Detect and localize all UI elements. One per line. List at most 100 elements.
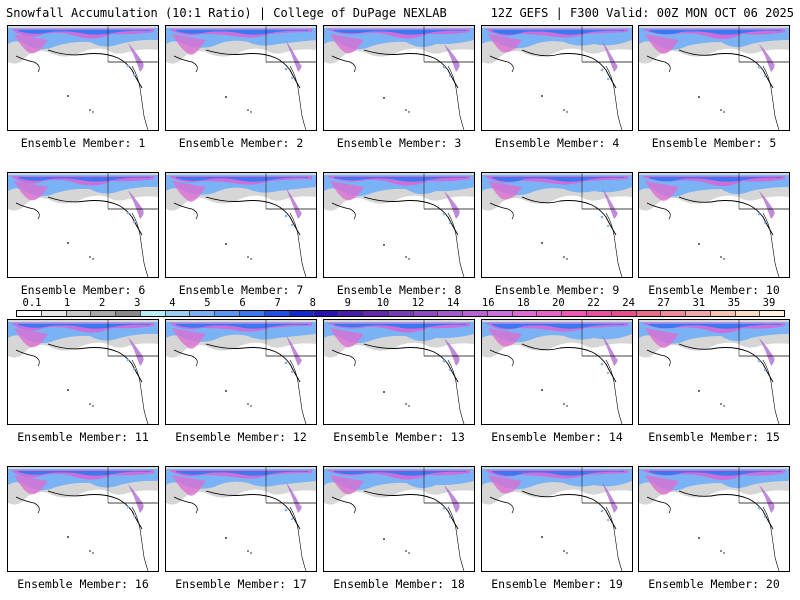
ensemble-map-panel — [638, 466, 790, 572]
ensemble-map-panel — [323, 25, 475, 131]
colorbar-swatch — [190, 311, 216, 316]
ensemble-map-panel — [481, 25, 633, 131]
colorbar-tick-label: 4 — [169, 297, 176, 309]
ensemble-member-label: Ensemble Member: 5 — [651, 136, 777, 150]
colorbar-swatch — [438, 311, 464, 316]
ensemble-map-panel — [638, 319, 790, 425]
ensemble-member-label: Ensemble Member: 4 — [494, 136, 620, 150]
map-image — [639, 173, 789, 277]
colorbar-tick-label: 0.1 — [22, 297, 42, 309]
colorbar-tick-label: 2 — [99, 297, 106, 309]
map-image — [324, 26, 474, 130]
colorbar-swatch — [140, 311, 166, 316]
map-image — [166, 26, 316, 130]
colorbar-swatch — [562, 311, 587, 316]
colorbar-tick-label: 12 — [411, 297, 425, 309]
colorbar-swatch — [17, 311, 42, 316]
colorbar-swatch — [487, 311, 513, 316]
map-image — [482, 173, 632, 277]
map-image — [482, 320, 632, 424]
colorbar-swatch — [636, 311, 662, 316]
colorbar-swatch — [116, 311, 141, 316]
colorbar-swatch — [264, 311, 290, 316]
colorbar-swatch — [289, 311, 315, 316]
ensemble-member-label: Ensemble Member: 14 — [491, 430, 623, 444]
map-image — [166, 173, 316, 277]
colorbar-tick-label: 8 — [309, 297, 316, 309]
model-run-info: 12Z GEFS | F300 Valid: 00Z MON OCT 06 20… — [490, 6, 794, 20]
ensemble-member-label: Ensemble Member: 8 — [336, 283, 462, 297]
colorbar-tick-label: 31 — [692, 297, 706, 309]
colorbar-swatch — [339, 311, 364, 316]
colorbar-swatch — [413, 311, 439, 316]
map-image — [166, 467, 316, 571]
ensemble-map-panel — [165, 466, 317, 572]
ensemble-map-panel — [7, 466, 159, 572]
map-image — [639, 320, 789, 424]
ensemble-member-label: Ensemble Member: 6 — [20, 283, 146, 297]
colorbar-swatch — [91, 311, 117, 316]
ensemble-map-panel — [481, 466, 633, 572]
ensemble-map-panel — [323, 466, 475, 572]
ensemble-map-panel — [481, 172, 633, 278]
colorbar-swatch — [512, 311, 538, 316]
colorbar-swatch — [586, 311, 612, 316]
colorbar-swatch — [611, 311, 637, 316]
ensemble-map-panel — [7, 319, 159, 425]
map-image — [482, 467, 632, 571]
colorbar-tick-label: 6 — [239, 297, 246, 309]
map-image — [8, 467, 158, 571]
colorbar-swatch — [215, 311, 241, 316]
colorbar-swatch — [661, 311, 687, 316]
ensemble-map-panel — [323, 319, 475, 425]
colorbar-swatch — [41, 311, 67, 316]
ensemble-member-label: Ensemble Member: 1 — [20, 136, 146, 150]
colorbar-swatch — [686, 311, 711, 316]
colorbar-tick-label: 27 — [657, 297, 671, 309]
colorbar-swatch — [66, 311, 92, 316]
ensemble-member-label: Ensemble Member: 2 — [178, 136, 304, 150]
map-image — [166, 320, 316, 424]
colorbar-tick-label: 1 — [63, 297, 71, 309]
colorbar-tick-label: 3 — [134, 297, 141, 309]
map-image — [324, 320, 474, 424]
map-image — [8, 26, 158, 130]
ensemble-map-panel — [323, 172, 475, 278]
colorbar-swatch — [760, 311, 785, 316]
colorbar-swatch — [537, 311, 563, 316]
ensemble-member-label: Ensemble Member: 11 — [17, 430, 149, 444]
map-image — [482, 26, 632, 130]
ensemble-map-panel — [165, 25, 317, 131]
ensemble-member-label: Ensemble Member: 3 — [336, 136, 462, 150]
ensemble-member-label: Ensemble Member: 7 — [178, 283, 304, 297]
colorbar-swatch — [735, 311, 761, 316]
colorbar-tick-label: 5 — [204, 297, 211, 309]
colorbar-tick-label: 14 — [446, 297, 460, 309]
ensemble-member-label: Ensemble Member: 12 — [175, 430, 307, 444]
ensemble-member-label: Ensemble Member: 17 — [175, 577, 307, 591]
colorbar-swatch — [240, 311, 265, 316]
ensemble-map-panel — [638, 172, 790, 278]
page-title: Snowfall Accumulation (10:1 Ratio) | Col… — [6, 6, 447, 20]
colorbar-tick-label: 18 — [517, 297, 530, 309]
colorbar-tick-label: 7 — [274, 297, 281, 309]
colorbar-tick-label: 24 — [622, 297, 635, 309]
ensemble-map-panel — [165, 172, 317, 278]
colorbar-tick-label: 35 — [727, 297, 741, 309]
colorbar-swatch — [388, 311, 414, 316]
ensemble-map-panel — [165, 319, 317, 425]
colorbar-tick-label: 9 — [344, 297, 352, 309]
ensemble-map-panel — [7, 172, 159, 278]
ensemble-member-label: Ensemble Member: 10 — [648, 283, 780, 297]
ensemble-member-label: Ensemble Member: 13 — [333, 430, 465, 444]
colorbar-swatch — [165, 311, 191, 316]
colorbar-swatch — [463, 311, 488, 316]
ensemble-member-label: Ensemble Member: 16 — [17, 577, 149, 591]
map-image — [639, 26, 789, 130]
colorbar-swatch — [314, 311, 340, 316]
colorbar-swatch — [363, 311, 389, 316]
colorbar-tick-label: 22 — [587, 297, 600, 309]
ensemble-map-panel — [638, 25, 790, 131]
ensemble-member-label: Ensemble Member: 9 — [494, 283, 620, 297]
ensemble-member-label: Ensemble Member: 18 — [333, 577, 465, 591]
